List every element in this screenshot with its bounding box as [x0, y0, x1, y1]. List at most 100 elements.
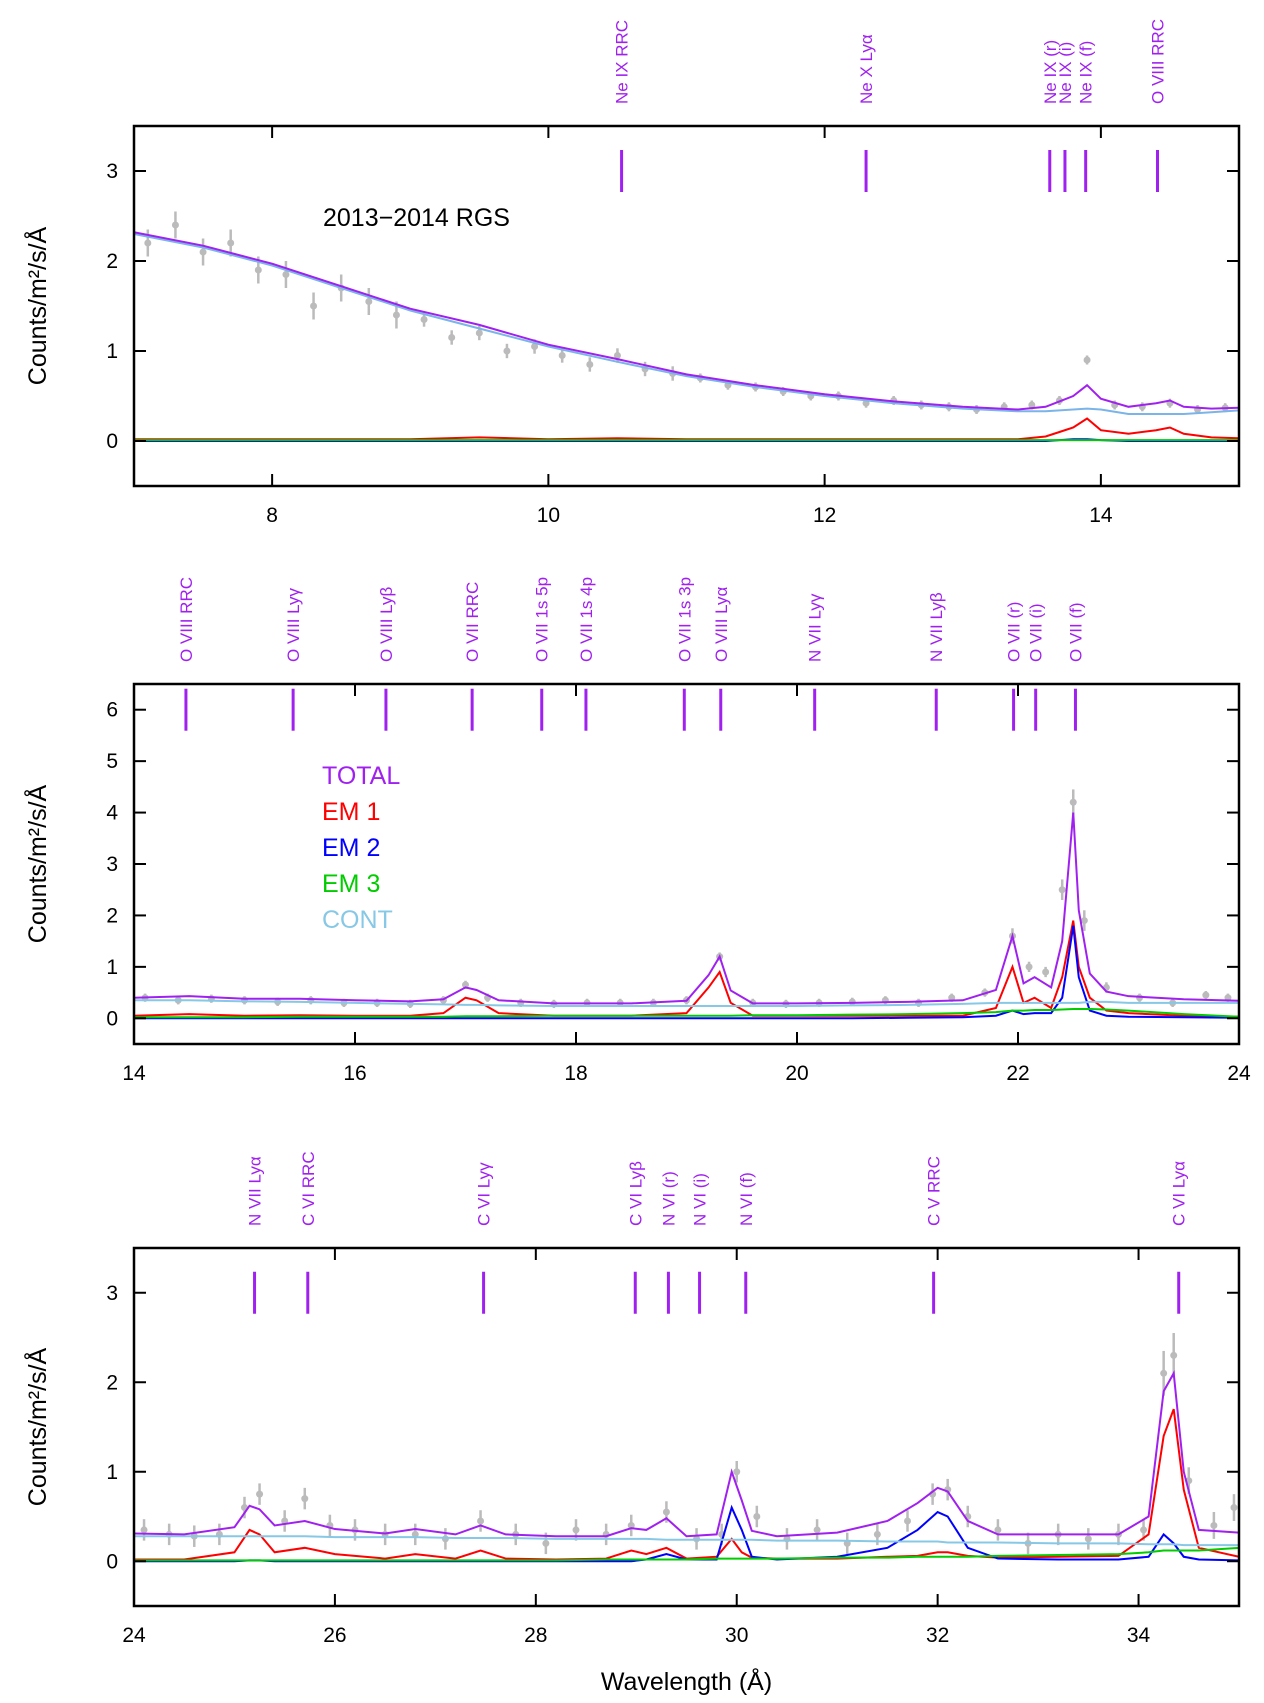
plot-frame [132, 124, 1241, 488]
plot-frame [132, 682, 1241, 1046]
y-tick-label: 2 [106, 1371, 118, 1394]
x-tick-label: 8 [266, 504, 278, 527]
data-point [873, 1530, 881, 1538]
plot-area [134, 1333, 1239, 1563]
data-point [904, 1517, 911, 1525]
line-label: O VII (i) [1027, 603, 1046, 662]
x-tick-label: 20 [785, 1062, 808, 1085]
line-label: N VI (i) [691, 1173, 710, 1226]
line-label: O VII RRC [463, 582, 482, 662]
plot-area [134, 789, 1239, 1020]
line-label: O VIII RRC [177, 577, 196, 662]
line-label: Ne IX (r) [1041, 40, 1060, 104]
line-label: C VI RRC [299, 1151, 318, 1226]
data-point [140, 1526, 148, 1534]
x-tick-label: 28 [524, 1624, 547, 1647]
data-point [310, 302, 318, 310]
legend-entry: TOTAL [322, 762, 400, 790]
data-point [1230, 1504, 1238, 1512]
data-point [586, 361, 594, 368]
line-label: O VII (f) [1066, 603, 1085, 663]
y-tick-label: 6 [106, 699, 118, 722]
line-label: O VIII Lyβ [377, 586, 396, 662]
data-point [813, 1526, 821, 1534]
x-tick-label: 32 [926, 1624, 949, 1647]
data-point [994, 1526, 1002, 1534]
y-tick-label: 1 [106, 956, 118, 979]
data-point [462, 981, 469, 989]
x-tick-label: 26 [323, 1624, 346, 1647]
legend-entry: CONT [322, 906, 393, 934]
data-point [1069, 798, 1077, 806]
x-tick-label: 10 [537, 504, 560, 527]
y-axis-label: Counts/m²/s/Å [22, 1347, 52, 1506]
y-tick-label: 1 [106, 1461, 118, 1484]
legend-entry: EM 3 [322, 870, 380, 898]
plot-frame [132, 1246, 1241, 1608]
line-label: Ne IX (i) [1056, 42, 1075, 104]
annotation: 2013−2014 RGS [323, 204, 510, 232]
line-label: C VI Lyβ [626, 1161, 645, 1226]
data-point [199, 248, 207, 256]
line-label: Ne IX (f) [1077, 41, 1096, 104]
line-label: N VI (r) [659, 1171, 678, 1226]
data-point [613, 352, 621, 359]
x-tick-label: 16 [343, 1062, 366, 1085]
x-tick-label: 24 [1227, 1062, 1251, 1085]
data-point [1084, 1535, 1092, 1543]
data-point [171, 221, 179, 229]
model-line [134, 812, 1239, 1005]
data-point [503, 347, 511, 355]
data-point [392, 311, 400, 319]
x-tick-label: 18 [564, 1062, 587, 1085]
line-label: O VIII RRC [1149, 19, 1168, 104]
data-point [1028, 401, 1036, 409]
y-tick-label: 0 [106, 1007, 118, 1030]
line-label: C VI Lyα [1170, 1161, 1189, 1226]
data-point [542, 1539, 550, 1547]
y-axis-label: Counts/m²/s/Å [22, 226, 52, 385]
data-point [227, 239, 235, 247]
data-point [1210, 1521, 1218, 1529]
data-point [1080, 917, 1088, 925]
data-point [448, 334, 456, 341]
legend-entry: EM 1 [322, 798, 380, 826]
data-point [365, 298, 373, 305]
plot-area [134, 211, 1239, 442]
data-point [1160, 1369, 1168, 1377]
data-point [477, 1517, 485, 1525]
data-point [254, 266, 262, 274]
model-line [134, 925, 1239, 1020]
y-tick-label: 4 [106, 802, 118, 825]
x-tick-label: 30 [725, 1624, 748, 1647]
line-label: N VII Lyγ [806, 593, 825, 662]
data-point [1058, 886, 1066, 894]
line-label: N VII Lyα [246, 1156, 265, 1226]
line-label: O VIII Lyα [712, 586, 731, 662]
data-point [1202, 991, 1210, 999]
data-point [627, 1521, 635, 1529]
y-tick-label: 1 [106, 340, 118, 363]
data-point [1025, 963, 1033, 971]
data-point [1042, 968, 1050, 976]
data-point [558, 352, 566, 359]
x-tick-label: 24 [122, 1624, 146, 1647]
y-tick-label: 5 [106, 750, 118, 773]
data-point [733, 1468, 741, 1476]
y-tick-label: 3 [106, 1282, 118, 1305]
line-label: N VI (f) [737, 1172, 756, 1226]
data-point [753, 1513, 761, 1520]
line-label: N VII Lyβ [927, 592, 946, 662]
data-point [420, 316, 428, 323]
model-line [134, 1008, 1239, 1019]
line-label: Ne IX RRC [613, 20, 632, 104]
model-line [134, 999, 1239, 1007]
data-point [662, 1508, 670, 1516]
y-tick-label: 3 [106, 160, 118, 183]
model-line [134, 417, 1239, 441]
data-point [282, 271, 290, 278]
y-tick-label: 2 [106, 250, 118, 273]
data-point [1083, 356, 1091, 364]
x-tick-label: 12 [813, 504, 836, 527]
data-point [531, 343, 539, 350]
